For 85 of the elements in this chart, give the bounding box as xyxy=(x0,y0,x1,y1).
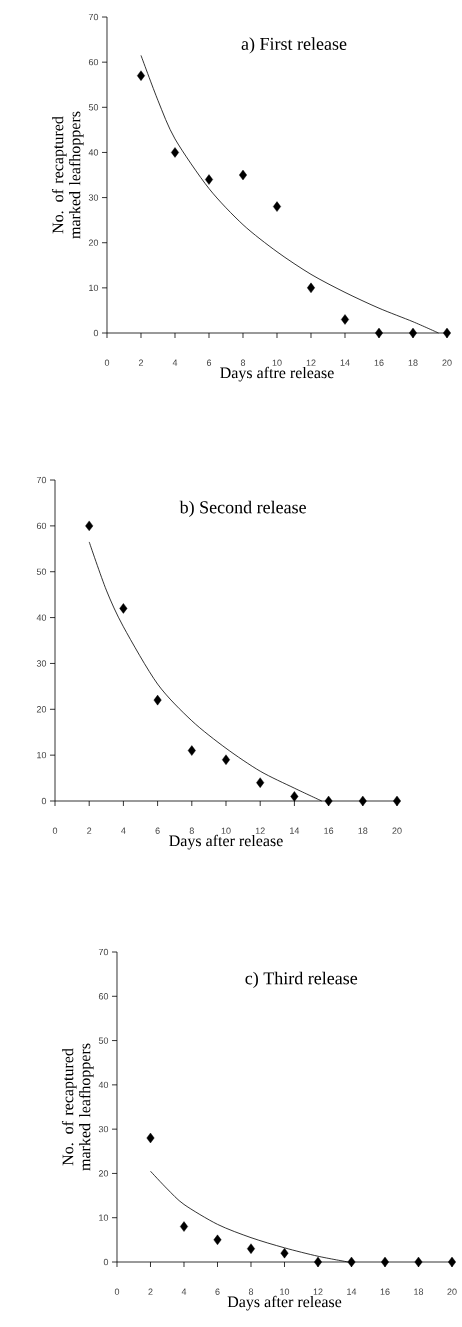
point xyxy=(205,174,213,185)
x-tick-label: 10 xyxy=(280,1288,290,1295)
y-tick-label: 30 xyxy=(98,1125,109,1133)
x-axis-title: Days after release xyxy=(169,834,283,850)
point xyxy=(347,1256,356,1268)
point xyxy=(137,70,145,81)
y-tick-label: 20 xyxy=(36,706,47,713)
y-tick-label: 20 xyxy=(88,239,99,246)
x-tick-label: 20 xyxy=(447,1288,457,1295)
x-tick-label: 16 xyxy=(380,1288,390,1295)
y-tick-label: 10 xyxy=(99,1214,109,1221)
x-tick-label: 14 xyxy=(290,827,300,834)
y-tick-label: 60 xyxy=(36,522,47,530)
x-tick-label: 2 xyxy=(87,827,92,834)
x-tick-label: 6 xyxy=(215,1288,220,1295)
y-tick-label: 0 xyxy=(93,329,99,337)
y-tick-label: 70 xyxy=(36,476,47,484)
y-tick-label: 30 xyxy=(36,660,47,667)
point xyxy=(280,1247,289,1259)
x-tick-label: 18 xyxy=(358,827,368,834)
point xyxy=(85,520,94,532)
x-tick-label: 4 xyxy=(172,359,178,366)
y-tick-label: 60 xyxy=(88,58,99,66)
x-tick-label: 16 xyxy=(374,359,384,366)
point xyxy=(187,745,196,756)
x-tick-label: 2 xyxy=(138,359,144,366)
y-axis-title: No. of recaptured marked leafhoppers xyxy=(51,111,84,239)
point xyxy=(341,314,349,325)
x-tick-label: 12 xyxy=(255,827,265,834)
x-tick-label: 20 xyxy=(442,359,452,366)
x-tick-label: 2 xyxy=(148,1288,153,1295)
y-tick-label: 40 xyxy=(36,614,47,621)
x-tick-label: 6 xyxy=(155,827,160,834)
point xyxy=(247,1243,255,1254)
y-tick-label: 40 xyxy=(88,149,99,156)
x-axis-title: Days after release xyxy=(227,1295,342,1311)
y-tick-label: 50 xyxy=(88,104,99,111)
x-tick-label: 10 xyxy=(221,827,231,834)
y-tick-label: 20 xyxy=(98,1170,109,1177)
x-tick-label: 14 xyxy=(347,1288,357,1295)
x-tick-label: 10 xyxy=(272,359,282,366)
text: a) First release xyxy=(241,37,347,54)
y-tick-label: 10 xyxy=(89,284,99,292)
point xyxy=(290,791,299,802)
point xyxy=(171,147,179,158)
x-tick-label: 0 xyxy=(52,827,58,834)
point xyxy=(358,795,367,807)
text: c) Third release xyxy=(245,971,358,989)
y-axis-title: No. of recaptured marked leafhoppers xyxy=(61,1043,94,1171)
point xyxy=(414,1256,423,1268)
y-tick-label: 50 xyxy=(98,1037,109,1044)
point xyxy=(256,777,265,788)
point xyxy=(180,1221,188,1232)
y-tick-label: 10 xyxy=(37,751,47,759)
y-tick-label: 70 xyxy=(88,13,99,21)
x-tick-label: 12 xyxy=(313,1288,323,1295)
point xyxy=(222,754,230,765)
y-tick-label: 70 xyxy=(98,948,109,956)
x-tick-label: 8 xyxy=(240,359,246,366)
point xyxy=(119,603,128,614)
x-tick-label: 8 xyxy=(189,827,194,834)
point xyxy=(324,795,333,807)
x-tick-label: 0 xyxy=(114,1288,120,1295)
x-tick-label: 4 xyxy=(181,1288,187,1295)
x-tick-label: 18 xyxy=(414,1288,424,1295)
y-tick-label: 0 xyxy=(41,797,47,805)
y-tick-label: 60 xyxy=(98,993,109,1000)
text: b) Second release xyxy=(179,500,306,518)
point xyxy=(273,201,281,212)
x-tick-label: 6 xyxy=(206,359,212,366)
x-tick-label: 8 xyxy=(248,1288,254,1295)
x-tick-label: 20 xyxy=(392,827,402,834)
y-tick-label: 30 xyxy=(88,194,99,201)
point xyxy=(153,694,162,706)
point xyxy=(213,1234,222,1246)
x-tick-label: 14 xyxy=(340,359,350,366)
y-tick-label: 50 xyxy=(36,568,47,575)
x-tick-label: 16 xyxy=(324,827,334,834)
x-tick-label: 18 xyxy=(408,359,418,366)
y-tick-label: 40 xyxy=(98,1081,109,1089)
point xyxy=(146,1132,155,1144)
y-tick-label: 0 xyxy=(103,1258,109,1266)
x-tick-label: 4 xyxy=(121,827,126,834)
x-axis-title: Days aftre release xyxy=(220,366,334,382)
x-tick-label: 12 xyxy=(306,359,316,366)
